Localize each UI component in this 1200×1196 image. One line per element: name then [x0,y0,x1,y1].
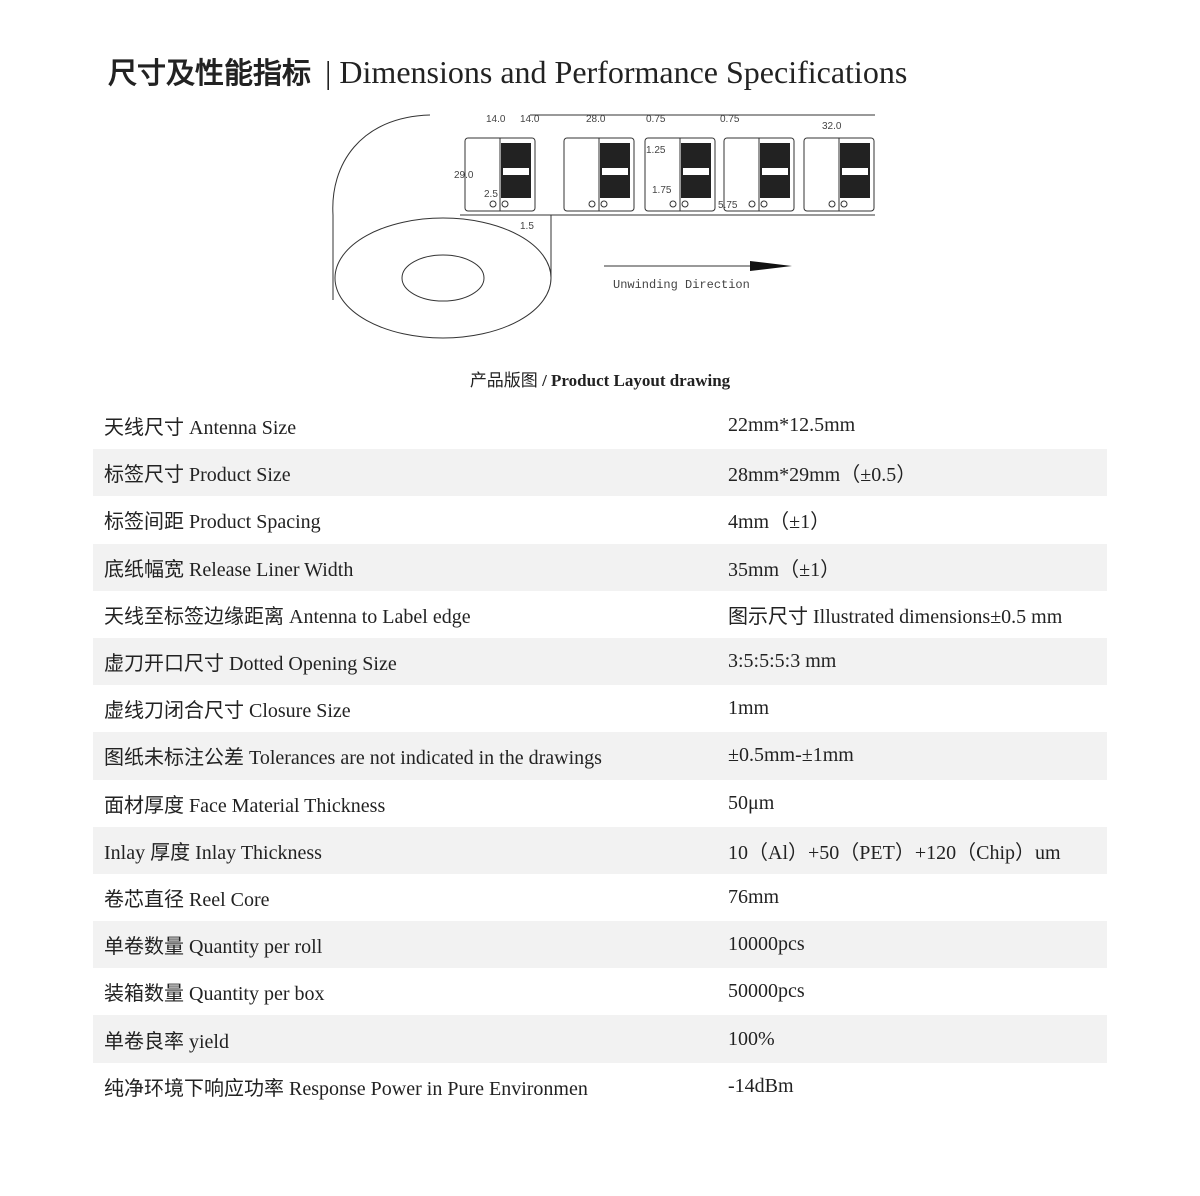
dim-25: 2.5 [484,189,498,200]
spec-value: 4mm（±1） [728,511,831,534]
dim-075-left: 0.75 [646,114,666,125]
spec-row: 单卷数量 Quantity per roll 10000pcs [93,921,1107,969]
spec-value: 22mm*12.5mm [728,414,856,437]
spec-label: 卷芯直径 Reel Core [104,888,270,911]
dim-28: 28.0 [586,114,606,125]
title-cn: 尺寸及性能指标 [108,56,312,90]
spec-value: ±0.5mm-±1mm [728,744,854,767]
spec-value: 3:5:5:5:3 mm [728,650,837,673]
spec-label: 纯净环境下响应功率 Response Power in Pure Environ… [104,1077,588,1100]
dim-29: 29.0 [454,170,474,181]
spec-label: 装箱数量 Quantity per box [104,983,325,1006]
spec-row: 虚刀开口尺寸 Dotted Opening Size 3:5:5:5:3 mm [93,637,1107,686]
spec-value: 28mm*29mm（±0.5） [728,464,917,487]
spec-label: 天线至标签边缘距离 Antenna to Label edge [104,605,471,628]
caption-en: / Product Layout drawing [542,371,731,390]
spec-value: 35mm（±1） [728,558,841,581]
arrow-icon [750,261,792,271]
spec-row: 面材厚度 Face Material Thickness 50μm [93,780,1107,827]
dim-575: 5.75 [718,200,738,211]
spec-value: 100% [728,1027,775,1050]
spec-value: 10（Al）+50（PET）+120（Chip）um [728,841,1061,864]
spec-row: 卷芯直径 Reel Core 76mm [93,874,1107,921]
spec-row: 天线至标签边缘距离 Antenna to Label edge 图示尺寸 Illu… [93,591,1107,638]
spec-value: -14dBm [728,1074,794,1097]
spec-row: 纯净环境下响应功率 Response Power in Pure Environ… [93,1063,1107,1110]
spec-label: 标签尺寸 Product Size [104,464,291,487]
dim-125: 1.25 [646,145,666,156]
dim-32: 32.0 [822,121,842,132]
spec-row: 虚线刀闭合尺寸 Closure Size 1mm [93,685,1107,732]
spec-label: 天线尺寸 Antenna Size [104,417,297,440]
spec-label: Inlay 厚度 Inlay Thickness [104,841,322,864]
spec-row: 装箱数量 Quantity per box 50000pcs [93,968,1107,1015]
title-en: Dimensions and Performance Specification… [339,54,908,90]
dim-075-right: 0.75 [720,114,740,125]
dim-14-left: 14.0 [486,114,506,125]
spec-label: 单卷数量 Quantity per roll [104,936,323,959]
spec-value: 50μm [728,791,775,814]
spec-row: 底纸幅宽 Release Liner Width 35mm（±1） [93,543,1107,591]
spec-value: 76mm [728,885,780,908]
spec-label: 图纸未标注公差 Tolerances are not indicated in … [104,747,602,770]
spec-label: 标签间距 Product Spacing [104,511,321,534]
product-layout-drawing: 14.0 14.0 28.0 0.75 0.75 32.0 29.0 1.25 … [332,114,875,339]
spec-label: 单卷良率 yield [104,1030,229,1053]
spec-row: 天线尺寸 Antenna Size 22mm*12.5mm [93,402,1107,449]
spec-table: 天线尺寸 Antenna Size 22mm*12.5mm 标签尺寸 Product… [93,402,1107,1110]
spec-label: 虚刀开口尺寸 Dotted Opening Size [104,653,397,676]
spec-row: Inlay 厚度 Inlay Thickness 10（Al）+50（PET）+1… [93,826,1107,874]
spec-row: 标签尺寸 Product Size 28mm*29mm（±0.5） [93,449,1107,497]
dim-14-right: 14.0 [520,114,540,125]
spec-row: 单卷良率 yield 100% [93,1015,1107,1063]
spec-value: 50000pcs [728,980,805,1003]
spec-row: 标签间距 Product Spacing 4mm（±1） [93,496,1107,543]
dim-15: 1.5 [520,221,534,232]
spec-label: 面材厚度 Face Material Thickness [104,794,386,817]
spec-value: 10000pcs [728,933,805,956]
spec-row: 图纸未标注公差 Tolerances are not indicated in … [93,732,1107,780]
title-separator: | [325,54,332,90]
page-title: 尺寸及性能指标 | Dimensions and Performance Speci… [108,50,907,92]
caption-cn: 产品版图 [469,371,538,390]
spec-label: 虚线刀闭合尺寸 Closure Size [104,700,351,723]
drawing-caption: 产品版图 / Product Layout drawing [0,366,1200,391]
spec-value: 图示尺寸 Illustrated dimensions±0.5 mm [728,605,1063,628]
spec-value: 1mm [728,697,770,720]
spec-label: 底纸幅宽 Release Liner Width [104,558,354,581]
dim-175: 1.75 [652,185,672,196]
unwinding-direction-label: Unwinding Direction [613,278,750,292]
